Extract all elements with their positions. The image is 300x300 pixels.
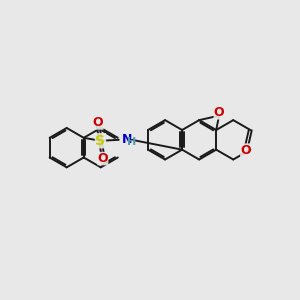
Text: O: O bbox=[240, 144, 251, 157]
Text: S: S bbox=[95, 134, 106, 148]
Text: O: O bbox=[98, 152, 108, 165]
Text: O: O bbox=[214, 106, 224, 119]
Text: O: O bbox=[93, 116, 104, 130]
Text: H: H bbox=[127, 137, 136, 147]
Text: N: N bbox=[122, 133, 132, 146]
